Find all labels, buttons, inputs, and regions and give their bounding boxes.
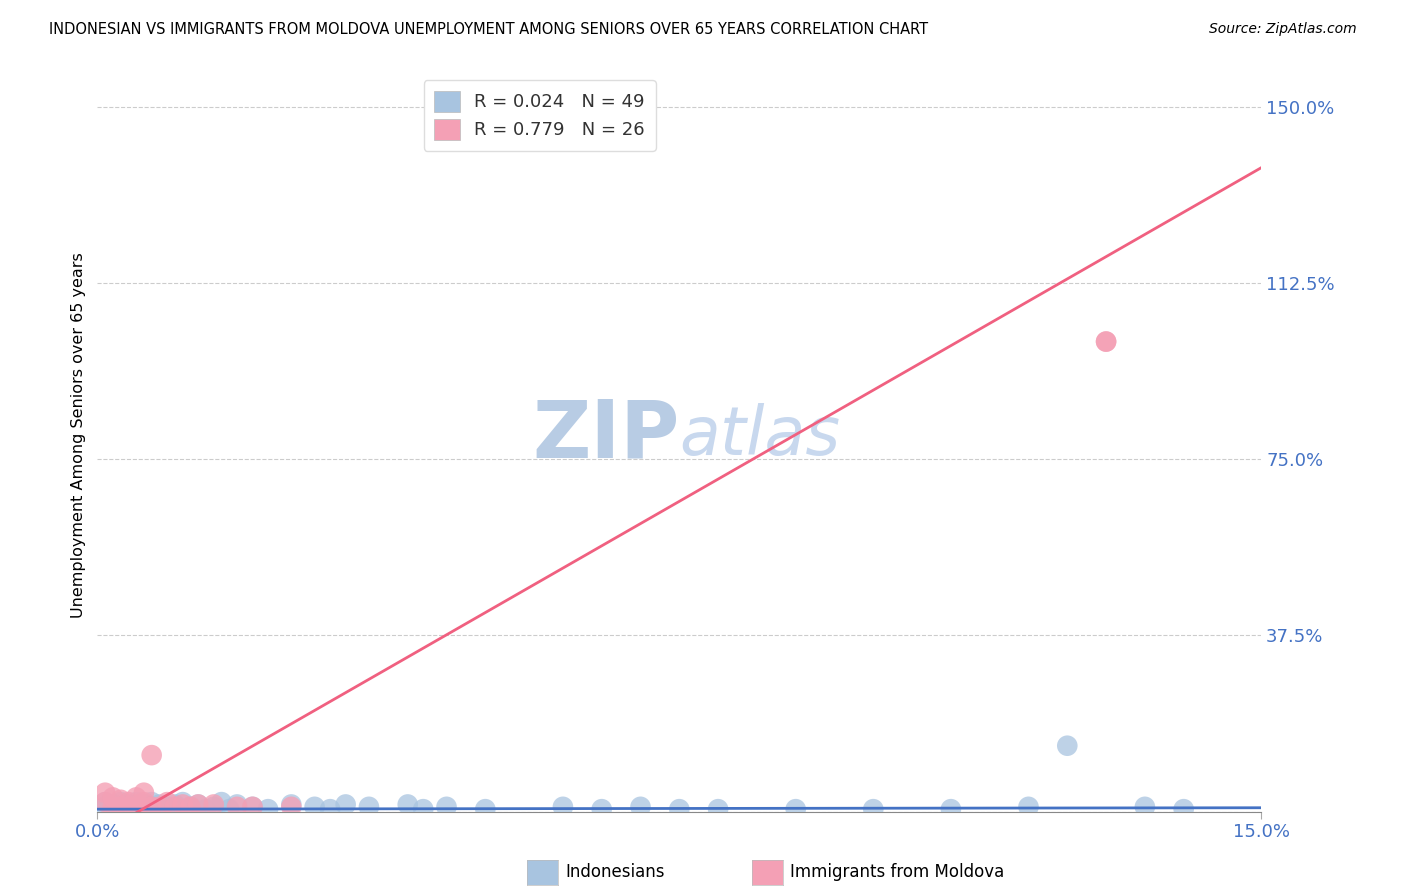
Point [436, 800, 458, 814]
Point [179, 800, 201, 814]
Point [226, 800, 249, 814]
Point [785, 802, 807, 816]
Point [148, 800, 170, 814]
Point [110, 795, 132, 809]
Point [280, 800, 302, 814]
Point [125, 800, 148, 814]
Point [187, 797, 209, 812]
Text: Source: ZipAtlas.com: Source: ZipAtlas.com [1209, 22, 1357, 37]
Point [132, 802, 155, 816]
Point [1133, 800, 1156, 814]
Point [591, 802, 613, 816]
Point [163, 800, 186, 814]
Point [304, 800, 326, 814]
Y-axis label: Unemployment Among Seniors over 65 years: Unemployment Among Seniors over 65 years [72, 252, 86, 618]
Legend: R = 0.024   N = 49, R = 0.779   N = 26: R = 0.024 N = 49, R = 0.779 N = 26 [423, 80, 655, 151]
Point [94, 800, 117, 814]
Point [101, 802, 124, 816]
Point [125, 795, 148, 809]
Point [94, 795, 117, 809]
Point [939, 802, 962, 816]
Point [163, 802, 186, 816]
Point [242, 800, 264, 814]
Point [707, 802, 730, 816]
Point [202, 797, 225, 812]
Point [132, 795, 155, 809]
Point [156, 800, 179, 814]
Point [172, 795, 194, 809]
Point [211, 795, 233, 809]
Point [280, 797, 302, 812]
Point [187, 797, 209, 812]
Text: Indonesians: Indonesians [565, 863, 665, 881]
Point [1173, 802, 1195, 816]
Point [1095, 334, 1118, 349]
Point [195, 802, 218, 816]
Point [357, 800, 380, 814]
Point [319, 802, 342, 816]
Point [163, 797, 186, 812]
Point [132, 786, 155, 800]
Point [110, 800, 132, 814]
Point [148, 797, 170, 812]
Point [1095, 334, 1118, 349]
Point [141, 748, 163, 763]
Point [226, 797, 249, 812]
Point [117, 797, 139, 812]
Point [257, 802, 280, 816]
Point [218, 802, 240, 816]
Point [242, 800, 264, 814]
Point [551, 800, 574, 814]
Text: atlas: atlas [679, 402, 841, 468]
Point [474, 802, 496, 816]
Point [862, 802, 884, 816]
Point [101, 790, 124, 805]
Point [141, 800, 163, 814]
Text: Immigrants from Moldova: Immigrants from Moldova [790, 863, 1004, 881]
Point [132, 797, 155, 812]
Point [412, 802, 434, 816]
Point [179, 800, 201, 814]
Text: INDONESIAN VS IMMIGRANTS FROM MOLDOVA UNEMPLOYMENT AMONG SENIORS OVER 65 YEARS C: INDONESIAN VS IMMIGRANTS FROM MOLDOVA UN… [49, 22, 928, 37]
Point [125, 790, 148, 805]
Point [110, 800, 132, 814]
Point [117, 800, 139, 814]
Point [630, 800, 652, 814]
Point [141, 800, 163, 814]
Point [117, 802, 139, 816]
Point [668, 802, 690, 816]
Point [141, 795, 163, 809]
Point [117, 795, 139, 809]
Point [396, 797, 419, 812]
Text: ZIP: ZIP [531, 397, 679, 475]
Point [156, 795, 179, 809]
Point [94, 795, 117, 809]
Point [110, 793, 132, 807]
Point [101, 800, 124, 814]
Point [125, 800, 148, 814]
Point [101, 797, 124, 812]
Point [1056, 739, 1078, 753]
Point [94, 786, 117, 800]
Point [1018, 800, 1040, 814]
Point [335, 797, 357, 812]
Point [172, 797, 194, 812]
Point [202, 800, 225, 814]
